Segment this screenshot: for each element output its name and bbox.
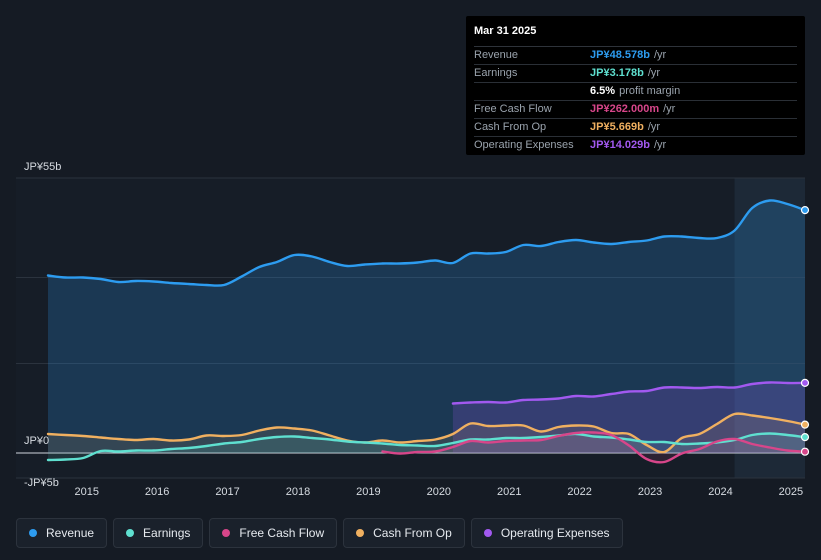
tooltip-row-operating-expenses: Operating Expenses JP¥14.029b /yr xyxy=(474,137,797,154)
tooltip-row-revenue: Revenue JP¥48.578b /yr xyxy=(474,47,797,65)
legend-dot-icon xyxy=(222,529,231,537)
x-tick-label: 2017 xyxy=(215,486,239,498)
tooltip-row-cash-from-op: Cash From Op JP¥5.669b /yr xyxy=(474,119,797,137)
operating-expenses-end-point xyxy=(800,378,810,387)
tooltip-unit: /yr xyxy=(647,67,661,79)
tooltip-label: Operating Expenses xyxy=(474,139,574,151)
free-cash-flow-area xyxy=(382,432,805,463)
x-tick-label: 2024 xyxy=(708,486,732,498)
legend-dot-icon xyxy=(483,529,492,537)
tooltip-label xyxy=(474,83,590,100)
x-tick-label: 2025 xyxy=(779,486,803,498)
operating-expenses-line xyxy=(451,381,807,405)
legend-label: Earnings xyxy=(143,526,191,540)
legend-label: Cash From Op xyxy=(373,526,452,540)
revenue-line xyxy=(46,199,807,287)
highlight-region xyxy=(734,178,805,478)
y-tick-label: JP¥0 xyxy=(24,435,49,447)
x-tick-label: 2023 xyxy=(638,486,662,498)
revenue-end-point xyxy=(800,206,810,215)
free-cash-flow-end-point xyxy=(800,447,810,456)
legend-item-cash-from-op[interactable]: Cash From Op xyxy=(343,518,465,548)
x-tick-label: 2019 xyxy=(356,486,380,498)
tooltip-value: JP¥3.178b xyxy=(590,67,644,79)
tooltip-value: JP¥5.669b xyxy=(590,121,644,133)
tooltip-row-earnings: Earnings JP¥3.178b /yr xyxy=(474,65,797,83)
legend-item-earnings[interactable]: Earnings xyxy=(113,518,204,548)
tooltip-label: Revenue xyxy=(474,49,519,61)
tooltip-value: JP¥262.000m xyxy=(590,103,660,115)
tooltip-row-free-cash-flow: Free Cash Flow JP¥262.000m /yr xyxy=(474,101,797,119)
y-tick-label: -JP¥5b xyxy=(24,477,59,489)
chart-tooltip: Mar 31 2025 Revenue JP¥48.578b /yr Earni… xyxy=(466,16,805,155)
tooltip-label: Cash From Op xyxy=(474,121,547,133)
cash-from-op-end-point xyxy=(800,420,810,429)
tooltip-unit: /yr xyxy=(647,121,661,133)
free-cash-flow-line xyxy=(381,431,807,464)
tooltip-unit: /yr xyxy=(653,139,667,151)
legend-label: Revenue xyxy=(46,526,95,540)
tooltip-date: Mar 31 2025 xyxy=(474,22,797,47)
tooltip-row-profit-margin: 6.5% profit margin xyxy=(474,83,797,101)
revenue-area xyxy=(48,200,805,453)
legend-dot-icon xyxy=(29,529,37,537)
tooltip-value: JP¥14.029b xyxy=(590,139,650,151)
x-tick-label: 2018 xyxy=(286,486,310,498)
chart-area: JP¥55b JP¥0 -JP¥5b 2015 2016 2017 2018 2019 2020… xyxy=(16,161,810,498)
legend-label: Free Cash Flow xyxy=(239,526,325,540)
y-tick-label: JP¥55b xyxy=(24,161,61,173)
x-tick-label: 2022 xyxy=(567,486,591,498)
x-tick-label: 2020 xyxy=(427,486,451,498)
tooltip-value: 6.5% xyxy=(590,85,616,97)
earnings-line xyxy=(46,432,807,462)
tooltip-label: Free Cash Flow xyxy=(474,103,552,115)
legend-dot-icon xyxy=(356,529,365,537)
x-tick-label: 2016 xyxy=(145,486,169,498)
earnings-end-point xyxy=(800,433,810,442)
tooltip-unit: /yr xyxy=(653,49,667,61)
chart-legend: Revenue Earnings Free Cash Flow Cash Fro… xyxy=(16,518,623,548)
tooltip-unit: profit margin xyxy=(619,85,681,97)
x-tick-label: 2015 xyxy=(74,486,98,498)
legend-item-revenue[interactable]: Revenue xyxy=(16,518,108,548)
legend-dot-icon xyxy=(126,529,135,537)
legend-label: Operating Expenses xyxy=(500,526,610,540)
tooltip-unit: /yr xyxy=(663,103,676,115)
legend-item-free-cash-flow[interactable]: Free Cash Flow xyxy=(209,518,338,548)
x-tick-label: 2021 xyxy=(497,486,521,498)
legend-item-operating-expenses[interactable]: Operating Expenses xyxy=(470,518,623,548)
tooltip-label: Earnings xyxy=(474,67,518,79)
tooltip-value: JP¥48.578b xyxy=(590,49,650,61)
cash-from-op-line xyxy=(46,412,807,454)
plot-background xyxy=(16,178,805,478)
